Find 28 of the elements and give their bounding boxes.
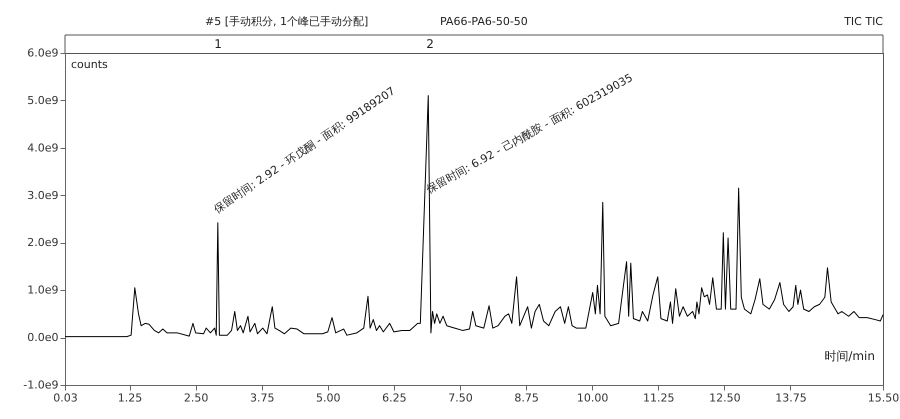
x-tick-label: 2.50	[184, 392, 208, 404]
x-tick-label: 12.50	[709, 392, 741, 404]
y-tick-label: 5.0e9	[27, 94, 58, 107]
x-tick-label: 13.75	[775, 392, 807, 404]
chart-title: #5 [手动积分, 1个峰已手动分配]	[205, 15, 368, 28]
y-axis-title: counts	[71, 58, 108, 71]
x-tick-label: 6.25	[382, 392, 407, 404]
text: PA66-PA6-50-50	[440, 15, 528, 28]
x-tick-label: 3.75	[250, 392, 274, 404]
x-tick-label: 10.00	[576, 392, 608, 404]
x-axis-title: 时间/min	[824, 349, 875, 363]
text: 1	[214, 37, 222, 51]
text: 2	[426, 37, 434, 51]
x-tick-label: 1.25	[118, 392, 142, 404]
y-tick-label: -1.0e9	[23, 378, 58, 392]
y-tick-label: 3.0e9	[27, 188, 58, 202]
x-tick-label: 0.03	[53, 392, 78, 404]
x-tick-label: 11.25	[643, 392, 675, 404]
y-tick-label: 1.0e9	[27, 284, 58, 297]
y-tick-label: 6.0e9	[27, 46, 58, 60]
x-tick-label: 15.50	[868, 392, 900, 404]
y-tick-label: 2.0e9	[27, 236, 58, 250]
x-tick-label: 7.50	[448, 392, 473, 404]
x-tick-label: 5.00	[316, 392, 341, 404]
text: TIC TIC	[843, 15, 884, 28]
x-tick-label: 8.75	[514, 392, 539, 404]
y-tick-label: 0.0e0	[27, 331, 58, 344]
y-tick-label: 4.0e9	[27, 141, 58, 154]
